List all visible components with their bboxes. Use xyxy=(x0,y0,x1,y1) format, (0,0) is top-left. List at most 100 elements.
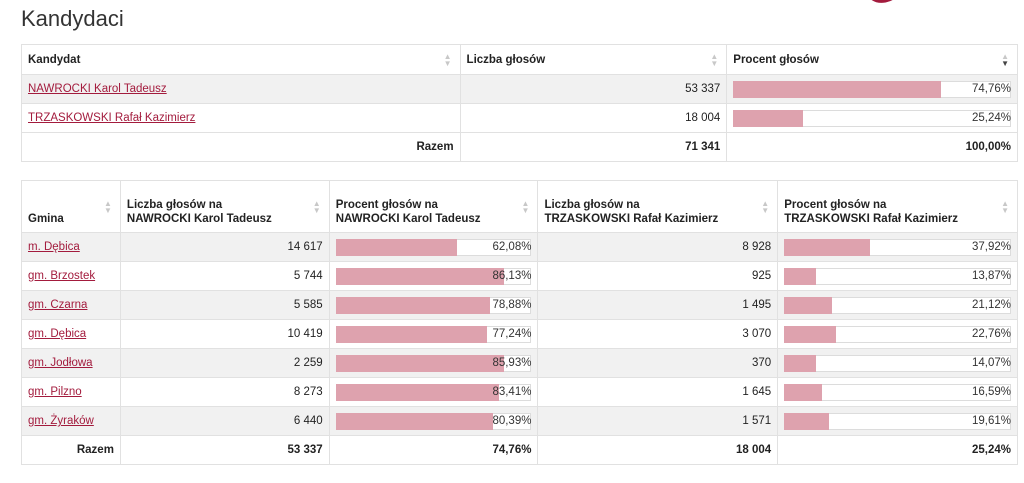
percent-bar: 25,24% xyxy=(733,109,1011,127)
percent-value: 78,88% xyxy=(492,298,532,311)
percent-bar-trzaskowski: 14,07% xyxy=(784,354,1011,372)
sort-icon: ▲ ▼ xyxy=(1001,198,1009,215)
percent-bar-nawrocki: 77,24% xyxy=(335,325,532,343)
votes-nawrocki-cell: 14 617 xyxy=(119,232,330,262)
percent-trzaskowski-cell: 22,76% xyxy=(777,319,1018,349)
gmina-cell: gm. Brzostek xyxy=(21,261,121,291)
percent-value: 62,08% xyxy=(492,240,532,253)
gmina-cell: gm. Pilzno xyxy=(21,377,121,407)
percent-bar-fill xyxy=(784,383,822,401)
column-header-liczba-glosow[interactable]: Liczba głosów ▲ ▼ xyxy=(459,44,728,75)
sort-icon: ▲ ▼ xyxy=(104,198,112,215)
candidate-link[interactable]: NAWROCKI Karol Tadeusz xyxy=(28,83,167,95)
percent-value: 21,12% xyxy=(971,298,1011,311)
footer-votes: 71 341 xyxy=(459,132,728,162)
percent-nawrocki-cell: 78,88% xyxy=(328,290,539,320)
gmina-cell: gm. Dębica xyxy=(21,319,121,349)
percent-bar-trzaskowski: 37,92% xyxy=(784,238,1011,256)
percent-bar-nawrocki: 78,88% xyxy=(335,296,532,314)
table-row: m. Dębica 14 617 62,08% 8 928 37,92% xyxy=(21,232,1018,262)
percent-bar-nawrocki: 83,41% xyxy=(335,383,532,401)
votes-trzaskowski-cell: 370 xyxy=(537,348,779,378)
percent-bar-fill xyxy=(784,296,833,314)
gmina-table: Gmina ▲ ▼ Liczba głosów na NAWROCKI Karol… xyxy=(21,180,1018,465)
votes-trzaskowski-cell: 1 645 xyxy=(537,377,779,407)
percent-bar-fill xyxy=(784,354,817,372)
percent-value: 74,76% xyxy=(971,82,1011,95)
percent-bar-fill xyxy=(335,354,504,372)
sort-icon: ▲ ▼ xyxy=(710,51,719,68)
percent-value: 14,07% xyxy=(971,356,1011,369)
column-header-votes-nawrocki[interactable]: Liczba głosów na NAWROCKI Karol Tadeusz … xyxy=(119,180,330,233)
sort-icon: ▲ ▼ xyxy=(761,198,770,215)
gmina-link[interactable]: m. Dębica xyxy=(28,241,80,253)
gmina-link[interactable]: gm. Czarna xyxy=(28,299,88,311)
table-row: gm. Czarna 5 585 78,88% 1 495 21,12% xyxy=(21,290,1018,320)
percent-bar-fill xyxy=(784,325,836,343)
percent-value: 86,13% xyxy=(492,269,532,282)
gmina-link[interactable]: gm. Pilzno xyxy=(28,386,82,398)
percent-nawrocki-cell: 62,08% xyxy=(328,232,539,262)
column-header-kandydat[interactable]: Kandydat ▲ ▼ xyxy=(21,44,461,75)
percent-bar-fill xyxy=(335,267,505,285)
percent-bar-trzaskowski: 22,76% xyxy=(784,325,1011,343)
column-header-procent-glosow[interactable]: Procent głosów ▲ ▼ xyxy=(726,44,1018,75)
column-header-percent-trzaskowski[interactable]: Procent głosów na TRZASKOWSKI Rafał Kazi… xyxy=(777,180,1018,233)
percent-nawrocki-cell: 77,24% xyxy=(328,319,539,349)
gmina-cell: gm. Czarna xyxy=(21,290,121,320)
percent-bar-trzaskowski: 21,12% xyxy=(784,296,1011,314)
gmina-link[interactable]: gm. Jodłowa xyxy=(28,357,93,369)
column-header-votes-trzaskowski[interactable]: Liczba głosów na TRZASKOWSKI Rafał Kazim… xyxy=(537,180,779,233)
gmina-link[interactable]: gm. Brzostek xyxy=(28,270,96,282)
candidate-link[interactable]: TRZASKOWSKI Rafał Kazimierz xyxy=(28,112,196,124)
percent-value: 19,61% xyxy=(971,414,1011,427)
percent-bar-fill xyxy=(335,238,458,256)
column-header-percent-nawrocki[interactable]: Procent głosów na NAWROCKI Karol Tadeusz… xyxy=(328,180,539,233)
percent-value: 83,41% xyxy=(492,385,532,398)
percent-trzaskowski-cell: 21,12% xyxy=(777,290,1018,320)
percent-trzaskowski-cell: 14,07% xyxy=(777,348,1018,378)
votes-nawrocki-cell: 5 744 xyxy=(119,261,330,291)
percent-bar-fill xyxy=(335,383,499,401)
percent-trzaskowski-cell: 19,61% xyxy=(777,406,1018,436)
footer-label: Razem xyxy=(21,435,121,465)
percent-value: 37,92% xyxy=(971,240,1011,253)
sort-icon: ▲ ▼ xyxy=(521,198,530,215)
percent-bar-nawrocki: 86,13% xyxy=(335,267,532,285)
table-row: TRZASKOWSKI Rafał Kazimierz 18 004 25,24% xyxy=(21,103,1018,133)
percent-bar-trzaskowski: 13,87% xyxy=(784,267,1011,285)
footer-percent: 100,00% xyxy=(726,132,1018,162)
table-row: gm. Brzostek 5 744 86,13% 925 13,87% xyxy=(21,261,1018,291)
percent-value: 13,87% xyxy=(971,269,1011,282)
percent-trzaskowski-cell: 37,92% xyxy=(777,232,1018,262)
percent-bar-nawrocki: 62,08% xyxy=(335,238,532,256)
percent-bar-fill xyxy=(784,267,816,285)
gmina-cell: m. Dębica xyxy=(21,232,121,262)
percent-bar-fill xyxy=(733,109,804,127)
footer-label: Razem xyxy=(21,132,461,162)
percent-trzaskowski-cell: 13,87% xyxy=(777,261,1018,291)
sort-icon: ▲ ▼ xyxy=(443,51,452,68)
percent-bar-fill xyxy=(335,412,494,430)
table-row: NAWROCKI Karol Tadeusz 53 337 74,76% xyxy=(21,74,1018,104)
percent-nawrocki-cell: 80,39% xyxy=(328,406,539,436)
candidates-table: Kandydat ▲ ▼ Liczba głosów ▲ ▼ Procent gło… xyxy=(21,44,1018,162)
percent-nawrocki-cell: 86,13% xyxy=(328,261,539,291)
sort-desc-icon: ▲ ▼ xyxy=(1001,51,1009,68)
percent-trzaskowski-cell: 16,59% xyxy=(777,377,1018,407)
footer-votes-nawrocki: 53 337 xyxy=(119,435,330,465)
column-header-gmina[interactable]: Gmina ▲ ▼ xyxy=(21,180,121,233)
gmina-link[interactable]: gm. Żyraków xyxy=(28,415,94,427)
footer-percent-nawrocki: 74,76% xyxy=(328,435,539,465)
table-footer-row: Razem 71 341 100,00% xyxy=(21,132,1018,162)
percent-cell: 25,24% xyxy=(726,103,1018,133)
votes-trzaskowski-cell: 3 070 xyxy=(537,319,779,349)
percent-bar-nawrocki: 85,93% xyxy=(335,354,532,372)
votes-nawrocki-cell: 5 585 xyxy=(119,290,330,320)
logo-fragment xyxy=(871,0,893,3)
percent-nawrocki-cell: 85,93% xyxy=(328,348,539,378)
candidate-cell: TRZASKOWSKI Rafał Kazimierz xyxy=(21,103,461,133)
gmina-link[interactable]: gm. Dębica xyxy=(28,328,87,340)
percent-value: 22,76% xyxy=(971,327,1011,340)
votes-cell: 18 004 xyxy=(459,103,728,133)
